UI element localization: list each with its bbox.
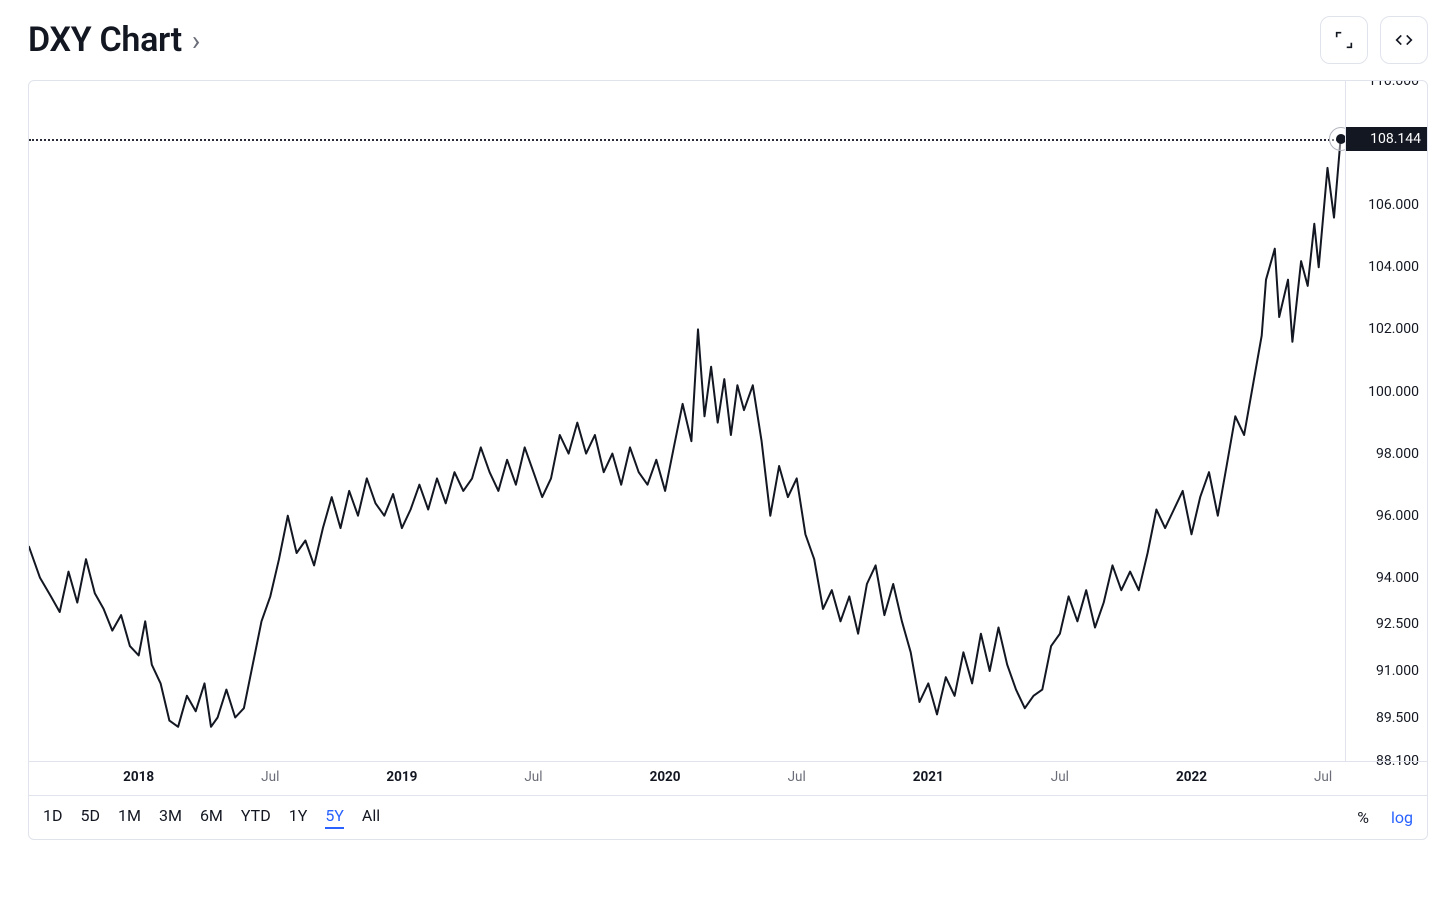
x-tick: 2018 <box>123 769 154 785</box>
header-actions <box>1320 16 1428 64</box>
x-tick: Jul <box>261 769 279 785</box>
y-tick: 91.000 <box>1376 663 1419 679</box>
current-price-line <box>29 139 1345 141</box>
x-tick: Jul <box>788 769 806 785</box>
y-tick: 102.000 <box>1368 321 1419 337</box>
y-axis: 110.000 106.000 104.000 102.000 100.000 98.00… <box>1345 81 1427 761</box>
x-tick: Jul <box>524 769 542 785</box>
code-icon <box>1393 29 1415 51</box>
title-link[interactable]: DXY Chart › <box>28 20 200 60</box>
chevron-right-icon: › <box>192 24 200 57</box>
x-tick: Jul <box>1051 769 1069 785</box>
x-axis: 2018 Jul 2019 Jul 2020 Jul 2021 Jul 2022 Jul <box>29 761 1427 795</box>
y-tick: 110.000 <box>1368 80 1419 89</box>
scale-controls: % log <box>1357 808 1413 827</box>
range-controls: 1D 5D 1M 3M 6M YTD 1Y 5Y All % log <box>29 795 1427 839</box>
range-all[interactable]: All <box>362 806 380 829</box>
y-tick: 98.000 <box>1376 446 1419 462</box>
x-tick: Jul <box>1314 769 1332 785</box>
plot-row: 110.000 106.000 104.000 102.000 100.000 98.00… <box>29 81 1427 761</box>
plot-area[interactable] <box>29 81 1345 761</box>
x-tick: 2019 <box>386 769 417 785</box>
y-tick: 89.500 <box>1376 710 1419 726</box>
range-5d[interactable]: 5D <box>81 806 101 829</box>
range-5y[interactable]: 5Y <box>325 806 344 829</box>
fullscreen-icon <box>1333 29 1355 51</box>
x-tick: 2022 <box>1176 769 1207 785</box>
x-tick: 2020 <box>650 769 681 785</box>
y-tick: 106.000 <box>1368 197 1419 213</box>
range-1m[interactable]: 1M <box>118 806 141 829</box>
range-6m[interactable]: 6M <box>200 806 223 829</box>
fullscreen-button[interactable] <box>1320 16 1368 64</box>
price-line <box>29 81 1345 761</box>
chart-title: DXY Chart <box>28 20 182 60</box>
current-price-label: 108.144 <box>1346 127 1427 151</box>
range-3m[interactable]: 3M <box>159 806 182 829</box>
range-selector: 1D 5D 1M 3M 6M YTD 1Y 5Y All <box>43 806 1349 829</box>
y-tick: 104.000 <box>1368 259 1419 275</box>
log-toggle[interactable]: log <box>1391 808 1413 827</box>
chart-container: 110.000 106.000 104.000 102.000 100.000 98.00… <box>28 80 1428 840</box>
y-tick: 94.000 <box>1376 570 1419 586</box>
y-tick: 96.000 <box>1376 508 1419 524</box>
percent-toggle[interactable]: % <box>1357 808 1369 827</box>
y-tick: 100.000 <box>1368 384 1419 400</box>
x-tick: 2021 <box>913 769 944 785</box>
range-ytd[interactable]: YTD <box>241 806 271 829</box>
range-1d[interactable]: 1D <box>43 806 63 829</box>
range-1y[interactable]: 1Y <box>289 806 308 829</box>
header: DXY Chart › <box>28 16 1428 64</box>
embed-button[interactable] <box>1380 16 1428 64</box>
y-tick: 92.500 <box>1376 616 1419 632</box>
chart-widget: DXY Chart › 11 <box>0 0 1456 840</box>
